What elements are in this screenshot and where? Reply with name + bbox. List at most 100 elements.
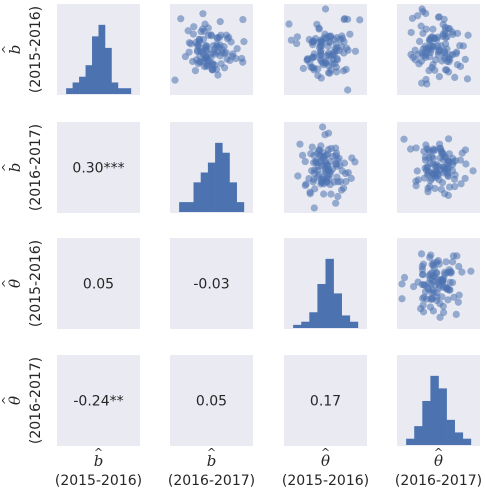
scatter-point — [461, 174, 469, 183]
scatter-point — [425, 37, 433, 45]
scatter-point — [435, 72, 443, 81]
scatter-point — [444, 135, 453, 143]
x-axis-period: (2015-2016) — [55, 473, 142, 489]
scatter-point — [239, 58, 247, 66]
histogram-bar — [66, 88, 73, 94]
scatter-point — [448, 166, 457, 175]
scatter-point — [430, 288, 438, 296]
scatter-point — [332, 68, 341, 76]
x-axis-symbol: b — [207, 452, 217, 470]
x-axis-period: (2015-2016) — [282, 473, 369, 489]
scatter-point — [429, 25, 437, 33]
scatter-point — [429, 262, 437, 270]
panel-r2-c3 — [397, 238, 480, 329]
scatter-point — [326, 157, 335, 166]
scatter-point — [461, 55, 469, 64]
scatter-point — [217, 60, 225, 68]
correlation-label: -0.24** — [73, 394, 123, 410]
scatter-point — [457, 180, 465, 188]
histogram-bar — [222, 152, 230, 212]
scatter-point — [195, 36, 204, 44]
panel-r1-c2 — [284, 122, 367, 213]
scatter-point — [424, 184, 432, 192]
scatter-point — [321, 131, 329, 139]
x-axis-symbol: θ — [434, 452, 443, 470]
scatter-point — [420, 281, 428, 289]
histogram-bar — [98, 24, 106, 95]
scatter-point — [332, 160, 340, 168]
histogram-bar — [111, 82, 119, 94]
scatter-point — [189, 30, 197, 38]
scatter-point — [199, 10, 207, 18]
scatter-point — [436, 313, 444, 321]
scatter-point — [415, 37, 424, 46]
scatter-point — [327, 144, 335, 153]
correlation-label: -0.03 — [193, 277, 229, 293]
panel-r0-c0 — [57, 4, 140, 95]
correlation-label: 0.05 — [196, 394, 227, 410]
scatter-point — [435, 46, 443, 54]
correlation-label: 0.30*** — [72, 161, 124, 177]
scatter-point — [412, 182, 420, 190]
histogram-bar — [229, 182, 237, 212]
scatter-point — [342, 65, 350, 73]
scatter-point — [351, 47, 360, 55]
panel-background — [57, 122, 140, 213]
scatter-point — [462, 160, 470, 168]
scatter-point — [464, 31, 472, 39]
scatter-point — [429, 307, 437, 315]
scatter-point — [342, 177, 350, 186]
scatter-point — [203, 46, 211, 54]
histogram-bar — [79, 76, 86, 94]
histogram-bar — [341, 315, 351, 328]
scatter-point — [456, 156, 464, 164]
scatter-point — [410, 282, 418, 291]
scatter-point — [434, 257, 442, 265]
y-axis-hat: ^ — [0, 396, 13, 405]
scatter-point — [458, 268, 466, 276]
scatter-point — [454, 298, 462, 306]
scatter-point — [444, 191, 452, 199]
scatter-point — [184, 27, 192, 35]
scatter-point — [442, 258, 450, 266]
scatter-point — [428, 269, 436, 277]
scatter-point — [323, 52, 331, 60]
histogram-bar — [293, 324, 302, 328]
y-axis-hat: ^ — [0, 279, 13, 288]
y-axis-label: θ^ (2016-2017) — [0, 357, 44, 444]
scatter-point — [207, 31, 215, 39]
scatter-point — [340, 159, 349, 167]
scatter-point — [455, 262, 463, 271]
scatter-point — [340, 15, 348, 24]
scatter-point — [301, 181, 309, 190]
panel-r3-c3 — [397, 355, 480, 446]
scatter-point — [321, 166, 329, 175]
scatter-point — [310, 175, 318, 184]
scatter-point — [448, 279, 457, 287]
y-axis-label: θ^ (2015-2016) — [0, 240, 44, 327]
scatter-point — [438, 57, 446, 65]
scatter-point — [437, 185, 445, 193]
histogram-bar — [414, 426, 423, 445]
scatter-point — [422, 75, 430, 84]
x-axis-label: b^ (2015-2016) — [55, 446, 142, 489]
scatter-point — [232, 54, 240, 63]
scatter-point — [214, 71, 222, 79]
y-axis-hat: ^ — [0, 45, 13, 54]
scatter-point — [240, 38, 248, 46]
y-axis-period: (2015-2016) — [28, 6, 44, 93]
scatter-point — [187, 40, 195, 48]
scatter-point — [314, 71, 322, 80]
scatter-point — [307, 150, 315, 158]
y-axis-period: (2016-2017) — [28, 124, 44, 211]
scatter-point — [430, 277, 438, 285]
scatter-point — [233, 45, 241, 53]
scatter-point — [417, 250, 426, 258]
scatter-point — [312, 158, 320, 166]
panel-r3-c2: 0.17 — [284, 355, 367, 446]
histogram-bar — [179, 202, 187, 212]
panel-background — [57, 355, 140, 446]
scatter-point — [327, 190, 335, 198]
scatter-point — [407, 50, 415, 59]
